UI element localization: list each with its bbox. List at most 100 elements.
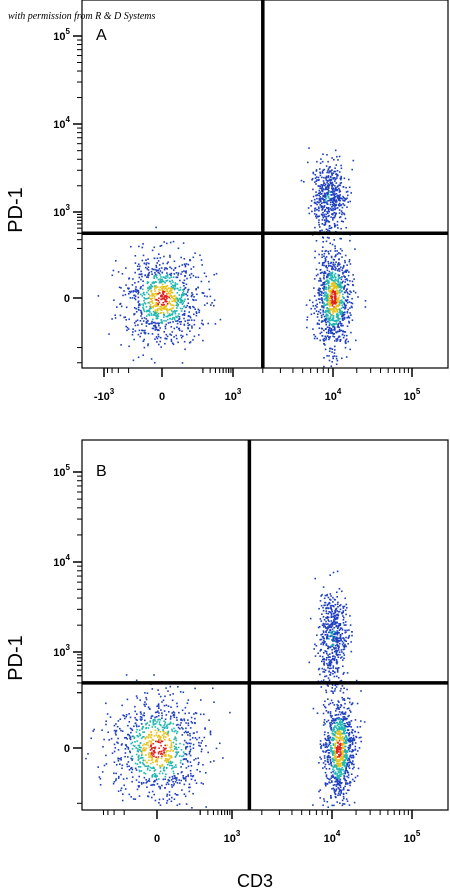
data-point bbox=[330, 721, 333, 724]
data-point bbox=[307, 207, 310, 209]
data-point bbox=[188, 751, 191, 753]
data-point bbox=[161, 772, 164, 775]
data-point bbox=[120, 287, 122, 289]
data-point bbox=[332, 216, 335, 219]
data-point bbox=[154, 746, 157, 749]
data-point bbox=[161, 753, 164, 755]
data-point bbox=[173, 745, 176, 748]
data-point bbox=[331, 184, 333, 186]
data-point bbox=[189, 330, 191, 332]
data-point bbox=[349, 756, 351, 758]
data-point bbox=[349, 624, 352, 626]
data-point bbox=[331, 732, 333, 735]
data-point bbox=[343, 177, 346, 180]
data-point bbox=[326, 684, 329, 686]
data-point bbox=[168, 798, 171, 800]
data-point bbox=[171, 318, 173, 321]
data-point bbox=[115, 772, 117, 775]
data-point bbox=[159, 737, 162, 739]
data-point bbox=[164, 342, 166, 345]
data-point bbox=[311, 178, 313, 181]
data-point bbox=[119, 758, 121, 760]
data-point bbox=[330, 190, 332, 193]
data-point bbox=[198, 761, 200, 764]
data-point bbox=[141, 783, 143, 785]
data-point bbox=[150, 312, 153, 315]
data-point bbox=[332, 310, 334, 313]
data-point bbox=[335, 764, 337, 766]
data-point bbox=[201, 748, 203, 751]
data-point bbox=[339, 769, 342, 772]
data-point bbox=[318, 667, 321, 670]
data-point bbox=[166, 300, 168, 303]
data-point bbox=[168, 764, 171, 767]
data-point bbox=[329, 722, 331, 724]
data-point bbox=[191, 737, 194, 739]
data-point bbox=[342, 727, 345, 730]
data-point bbox=[341, 611, 343, 614]
data-point bbox=[183, 294, 185, 296]
data-point bbox=[331, 351, 333, 353]
data-point bbox=[176, 302, 179, 305]
data-point bbox=[139, 749, 141, 751]
data-point bbox=[170, 267, 173, 270]
data-point bbox=[347, 715, 349, 718]
data-point bbox=[155, 775, 158, 777]
data-point bbox=[330, 182, 332, 184]
data-point bbox=[176, 705, 179, 708]
data-point bbox=[333, 704, 336, 706]
data-point bbox=[346, 707, 349, 710]
data-point bbox=[113, 724, 116, 727]
data-point bbox=[125, 674, 128, 676]
data-point bbox=[319, 196, 321, 198]
data-point bbox=[342, 768, 345, 771]
data-point bbox=[342, 273, 344, 275]
data-point bbox=[319, 272, 322, 275]
data-point bbox=[164, 759, 166, 762]
data-point bbox=[320, 202, 323, 205]
data-point bbox=[322, 292, 325, 294]
data-point bbox=[336, 280, 339, 283]
data-point bbox=[188, 311, 190, 313]
data-point bbox=[189, 727, 192, 729]
data-point bbox=[337, 324, 339, 327]
data-point bbox=[347, 643, 349, 645]
data-point bbox=[349, 743, 351, 746]
data-point bbox=[176, 751, 179, 754]
data-point bbox=[342, 795, 345, 798]
data-point bbox=[360, 690, 362, 692]
data-point bbox=[165, 731, 167, 734]
data-point bbox=[134, 762, 137, 765]
data-point bbox=[156, 727, 159, 730]
data-point bbox=[353, 278, 355, 280]
data-point bbox=[154, 775, 157, 777]
data-point bbox=[160, 724, 162, 727]
data-point bbox=[308, 147, 310, 149]
data-point bbox=[347, 697, 349, 699]
data-point bbox=[150, 358, 153, 360]
data-point bbox=[339, 633, 342, 636]
data-point bbox=[157, 303, 159, 306]
data-point bbox=[324, 311, 326, 314]
data-point bbox=[341, 750, 343, 753]
data-point bbox=[159, 741, 162, 744]
data-point bbox=[318, 194, 320, 197]
data-point bbox=[174, 747, 177, 750]
data-point bbox=[183, 270, 185, 272]
data-point bbox=[342, 761, 344, 764]
data-point bbox=[324, 731, 326, 733]
data-point bbox=[347, 201, 349, 203]
data-point bbox=[340, 791, 342, 793]
data-point bbox=[121, 704, 123, 707]
data-point bbox=[337, 627, 339, 630]
data-point bbox=[113, 750, 116, 753]
data-point bbox=[336, 718, 338, 720]
data-point bbox=[331, 652, 334, 654]
data-point bbox=[339, 302, 341, 304]
data-point bbox=[135, 779, 138, 781]
data-point bbox=[158, 738, 161, 740]
data-point bbox=[334, 247, 336, 250]
data-point bbox=[340, 712, 343, 714]
data-point bbox=[334, 296, 337, 299]
data-point bbox=[345, 191, 348, 193]
